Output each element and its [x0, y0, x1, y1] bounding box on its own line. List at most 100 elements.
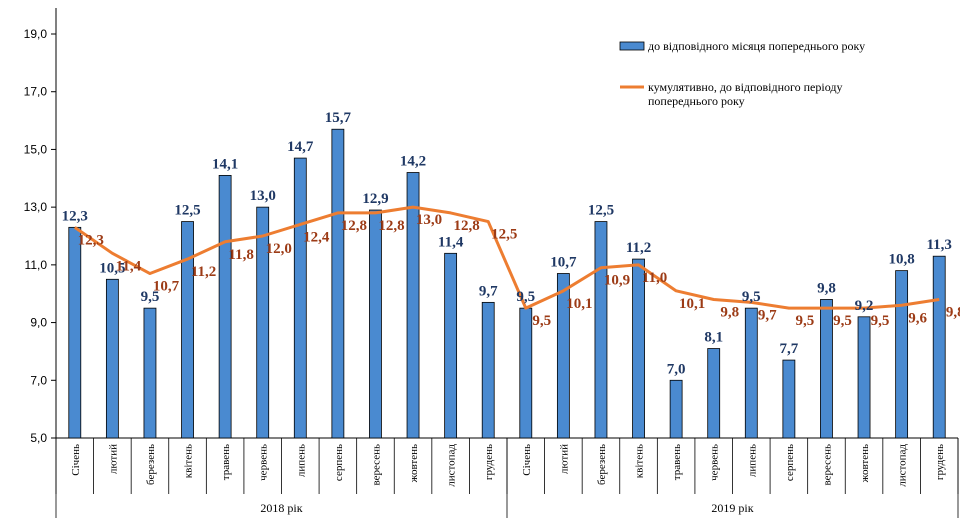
bar-data-label: 7,0 — [667, 361, 686, 377]
legend-label-line: кумулятивно, до відповідного періоду — [648, 80, 842, 94]
line-data-label: 9,5 — [871, 313, 890, 329]
y-tick-label: 13,0 — [24, 200, 48, 214]
bar-data-label: 11,2 — [626, 240, 651, 256]
bar-data-label: 10,7 — [550, 255, 577, 271]
bar-data-label: 7,7 — [780, 341, 799, 357]
bar-data-label: 11,3 — [926, 237, 951, 253]
line-data-label: 12,8 — [454, 218, 480, 234]
line-data-label: 11,8 — [228, 247, 253, 263]
line-data-label: 10,7 — [153, 279, 180, 295]
bar-data-label: 14,2 — [400, 154, 426, 170]
x-category-label: грудень — [934, 444, 946, 480]
y-tick-label: 19,0 — [24, 27, 48, 41]
x-category-label: жовтень — [408, 444, 420, 483]
x-category-label: липень — [295, 444, 307, 477]
bar-data-label: 13,0 — [250, 188, 276, 204]
x-category-label: серпень — [333, 444, 345, 481]
bar — [820, 299, 833, 439]
y-tick-label: 15,0 — [24, 142, 48, 156]
x-category-label: жовтень — [859, 444, 871, 483]
y-tick-label: 9,0 — [30, 316, 47, 330]
y-tick-label: 7,0 — [30, 373, 47, 387]
x-category-label: лютий — [107, 444, 119, 474]
bar — [256, 206, 270, 439]
x-category-label: червень — [709, 444, 721, 481]
bar — [632, 258, 645, 439]
line-data-label: 9,6 — [908, 310, 927, 326]
bar-data-label: 9,5 — [742, 289, 761, 305]
bar — [669, 379, 683, 439]
line-data-label: 10,1 — [679, 296, 705, 312]
bar-data-label: 10,8 — [889, 252, 915, 268]
line-data-label: 12,5 — [491, 227, 517, 243]
line-data-label: 9,5 — [796, 313, 815, 329]
x-category-label: травень — [220, 444, 232, 480]
x-category-label: листопад — [446, 444, 458, 487]
bar-data-label: 12,3 — [62, 208, 88, 224]
line-data-label: 9,7 — [758, 307, 777, 323]
x-category-label: Січень — [70, 444, 82, 476]
bar — [895, 270, 909, 439]
x-group-label: 2019 рік — [711, 501, 753, 515]
legend-swatch-bar — [619, 41, 645, 51]
legend: до відповідного місяця попереднього року… — [619, 39, 865, 108]
x-category-label: квітень — [183, 444, 195, 478]
y-tick-label: 5,0 — [30, 431, 47, 445]
line-data-label: 12,3 — [78, 232, 104, 248]
bar — [556, 273, 570, 439]
bar — [594, 221, 608, 439]
bar — [369, 209, 382, 439]
bar-data-label: 8,1 — [704, 330, 723, 346]
x-category-label: травень — [671, 444, 683, 480]
bar-data-label: 12,5 — [174, 203, 200, 219]
bar — [105, 278, 119, 439]
bar — [782, 359, 796, 439]
bar-data-label: 9,5 — [516, 289, 535, 305]
line-data-label: 12,8 — [378, 218, 404, 234]
x-category-label: серпень — [784, 444, 796, 481]
bar — [143, 307, 157, 439]
x-category-label: березень — [596, 444, 608, 485]
x-group-label: 2018 рік — [260, 501, 302, 515]
line-data-label: 12,8 — [341, 218, 367, 234]
y-tick-label: 11,0 — [25, 258, 48, 272]
x-category-label: грудень — [483, 444, 495, 480]
bar — [744, 307, 758, 439]
bar-data-label: 10,5 — [99, 260, 125, 276]
x-category-label: березень — [145, 444, 157, 485]
x-category-label: червень — [258, 444, 270, 481]
bar — [707, 348, 721, 439]
bar-data-label: 14,7 — [287, 139, 314, 155]
line-data-label: 9,5 — [833, 313, 852, 329]
line-data-label: 9,5 — [532, 313, 551, 329]
bar-data-label: 12,5 — [588, 203, 614, 219]
cumulative-line — [73, 205, 940, 310]
bar — [444, 252, 458, 439]
line-data-label: 12,0 — [266, 241, 292, 257]
bar — [331, 128, 345, 439]
x-category-label: липень — [746, 444, 758, 477]
x-category-label: лютий — [558, 444, 570, 474]
bar — [218, 174, 232, 439]
bar-data-label: 9,2 — [855, 298, 874, 314]
line-data-label: 12,4 — [303, 229, 330, 245]
bar — [519, 307, 533, 439]
x-category-label: Січень — [521, 444, 533, 476]
x-category-label: вересень — [370, 444, 382, 485]
bar-data-label: 12,9 — [362, 191, 388, 207]
bar — [293, 157, 307, 439]
bar — [68, 226, 82, 439]
bar-data-label: 14,1 — [212, 156, 238, 172]
line-data-label: 10,1 — [566, 296, 592, 312]
x-category-label: квітень — [634, 444, 646, 478]
bar-data-label: 9,5 — [141, 289, 160, 305]
bar-data-label: 15,7 — [325, 110, 352, 126]
bar-data-label: 9,7 — [479, 283, 498, 299]
bar — [406, 172, 420, 439]
y-tick-label: 17,0 — [24, 85, 48, 99]
legend-label-line: попереднього року — [648, 94, 745, 108]
bar — [181, 221, 194, 439]
line-data-label: 9,8 — [946, 304, 960, 320]
